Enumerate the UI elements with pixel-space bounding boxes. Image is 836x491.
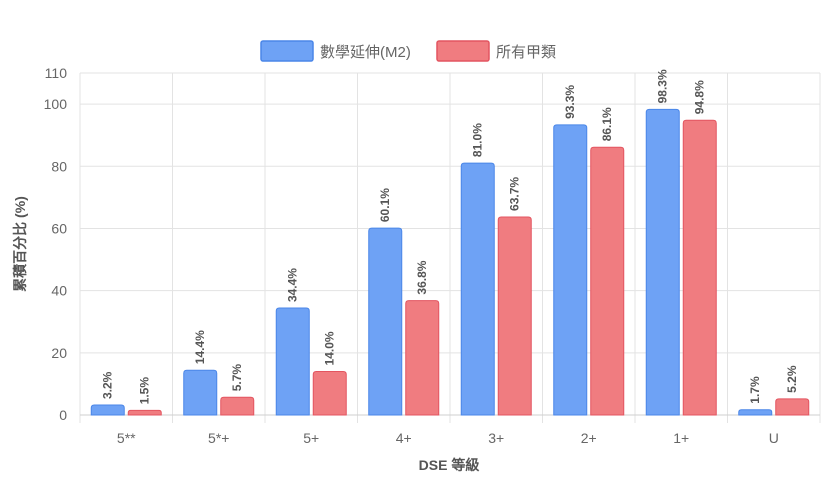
bar-series-1[interactable] — [90, 404, 125, 416]
data-label-series-1: 60.1% — [378, 188, 392, 222]
x-tick-label: 1+ — [673, 430, 689, 446]
data-label-series-1: 14.4% — [193, 330, 207, 364]
y-tick-label: 20 — [51, 345, 67, 361]
y-tick-label: 60 — [51, 220, 67, 236]
data-label-series-1: 98.3% — [656, 69, 670, 103]
data-label-series-1: 81.0% — [471, 123, 485, 157]
data-label-series-2: 1.5% — [138, 377, 152, 405]
x-tick-label: U — [769, 430, 779, 446]
bar-series-2[interactable] — [312, 370, 347, 416]
y-tick-label: 0 — [59, 407, 67, 423]
bar-series-2[interactable] — [590, 146, 625, 416]
legend-item-series-2[interactable]: 所有甲類 — [436, 40, 556, 62]
legend-swatch-series-2 — [436, 40, 490, 62]
bar-series-1[interactable] — [368, 227, 403, 416]
data-label-series-2: 36.8% — [415, 260, 429, 294]
data-label-series-2: 63.7% — [508, 177, 522, 211]
x-tick-label: 5+ — [303, 430, 319, 446]
data-label-series-1: 93.3% — [563, 85, 577, 119]
data-label-series-1: 3.2% — [101, 371, 115, 399]
grid-lines — [79, 72, 821, 423]
x-tick-label: 2+ — [581, 430, 597, 446]
legend: 數學延伸(M2) 所有甲類 — [260, 40, 556, 62]
y-tick-label: 40 — [51, 283, 67, 299]
bar-series-1[interactable] — [275, 307, 310, 416]
bar-series-1[interactable] — [738, 409, 773, 416]
y-tick-label: 110 — [45, 65, 68, 81]
data-label-series-1: 34.4% — [286, 268, 300, 302]
x-tick-label: 5*+ — [208, 430, 229, 446]
bar-series-2[interactable] — [497, 216, 532, 416]
x-tick-label: 5** — [117, 430, 136, 446]
bar-series-1[interactable] — [460, 162, 495, 416]
data-label-series-2: 86.1% — [600, 107, 614, 141]
legend-label-series-2: 所有甲類 — [496, 44, 556, 61]
y-axis-ticks: 0 20 40 60 80 100 110 — [44, 65, 68, 423]
legend-item-series-1[interactable]: 數學延伸(M2) — [260, 40, 411, 62]
bar-series-2[interactable] — [220, 396, 255, 416]
x-tick-label: 4+ — [396, 430, 412, 446]
bar-series-1[interactable] — [183, 369, 218, 416]
data-label-series-2: 5.2% — [785, 365, 799, 393]
bar-series-1[interactable] — [645, 108, 680, 416]
x-axis-title: DSE 等級 — [419, 457, 480, 473]
bar-series-2[interactable] — [682, 119, 717, 416]
data-label-series-2: 14.0% — [323, 331, 337, 365]
legend-label-series-1: 數學延伸(M2) — [320, 43, 411, 61]
data-label-series-2: 94.8% — [693, 80, 707, 114]
y-tick-label: 80 — [51, 158, 67, 174]
bar-series-1[interactable] — [553, 124, 588, 416]
bar-series-2[interactable] — [127, 409, 162, 416]
y-axis-title: 累積百分比 (%) — [12, 196, 28, 292]
bar-series-2[interactable] — [775, 398, 810, 416]
x-axis-ticks: 5** 5*+ 5+ 4+ 3+ 2+ 1+ U — [117, 430, 779, 446]
bars-layer — [90, 108, 810, 416]
data-label-series-2: 5.7% — [230, 364, 244, 392]
bar-series-2[interactable] — [405, 300, 440, 416]
data-label-series-1: 1.7% — [748, 376, 762, 404]
data-labels-layer: 3.2% 14.4% 34.4% 60.1% 81.0% 93.3% 98.3% 1.7% 1.… — [101, 69, 800, 404]
y-tick-label: 100 — [44, 96, 68, 112]
legend-swatch-series-1 — [260, 40, 314, 62]
x-tick-label: 3+ — [488, 430, 504, 446]
